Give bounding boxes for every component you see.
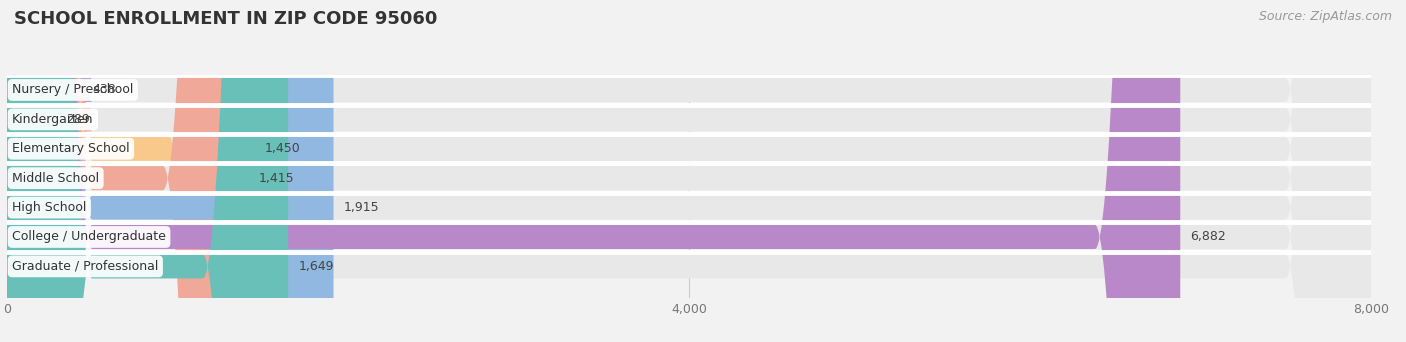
FancyBboxPatch shape (7, 0, 1371, 342)
FancyBboxPatch shape (7, 0, 1371, 342)
Text: SCHOOL ENROLLMENT IN ZIP CODE 95060: SCHOOL ENROLLMENT IN ZIP CODE 95060 (14, 10, 437, 28)
FancyBboxPatch shape (7, 0, 1371, 342)
Text: 438: 438 (91, 83, 115, 96)
Text: 289: 289 (66, 113, 90, 126)
Text: Nursery / Preschool: Nursery / Preschool (13, 83, 134, 96)
Text: 1,450: 1,450 (264, 142, 301, 155)
Text: 1,649: 1,649 (298, 260, 333, 273)
FancyBboxPatch shape (7, 0, 333, 342)
FancyBboxPatch shape (7, 0, 249, 342)
Text: Elementary School: Elementary School (13, 142, 129, 155)
Text: 6,882: 6,882 (1191, 231, 1226, 244)
FancyBboxPatch shape (7, 0, 1371, 342)
Text: 1,415: 1,415 (259, 172, 294, 185)
FancyBboxPatch shape (7, 0, 1371, 342)
Text: 1,915: 1,915 (343, 201, 380, 214)
FancyBboxPatch shape (0, 0, 93, 342)
FancyBboxPatch shape (7, 0, 288, 342)
Text: High School: High School (13, 201, 87, 214)
Text: College / Undergraduate: College / Undergraduate (13, 231, 166, 244)
FancyBboxPatch shape (7, 0, 254, 342)
Text: Kindergarten: Kindergarten (13, 113, 94, 126)
Text: Source: ZipAtlas.com: Source: ZipAtlas.com (1258, 10, 1392, 23)
FancyBboxPatch shape (0, 0, 93, 342)
Text: Graduate / Professional: Graduate / Professional (13, 260, 159, 273)
FancyBboxPatch shape (7, 0, 1371, 342)
FancyBboxPatch shape (7, 0, 1180, 342)
Text: Middle School: Middle School (13, 172, 100, 185)
FancyBboxPatch shape (7, 0, 1371, 342)
